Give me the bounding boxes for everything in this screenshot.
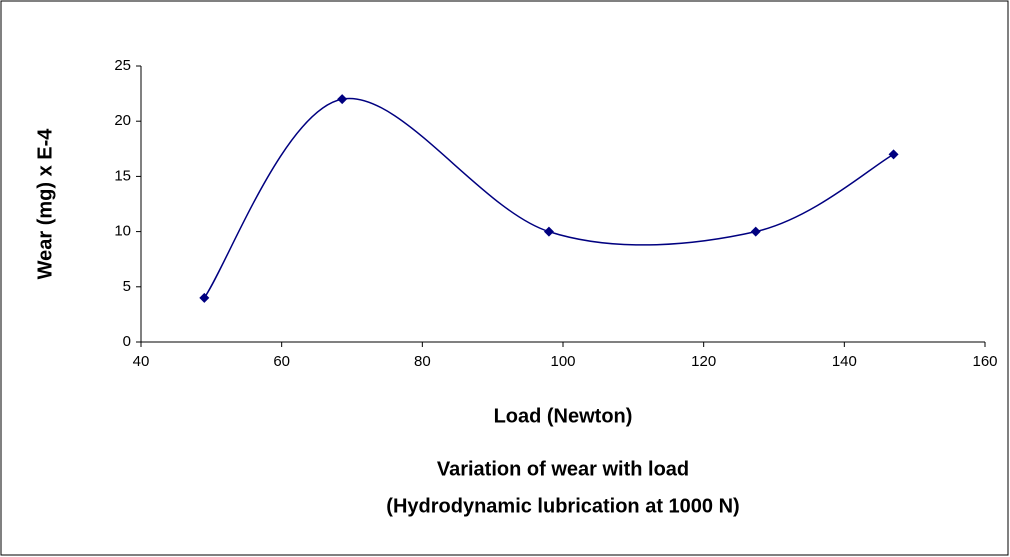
x-tick-label: 60 bbox=[273, 353, 290, 370]
y-axis-label: Wear (mg) x E-4 bbox=[34, 128, 56, 280]
marker bbox=[337, 94, 348, 105]
marker bbox=[543, 226, 554, 237]
series-line bbox=[203, 97, 894, 299]
y-tick-label: 15 bbox=[114, 167, 131, 184]
marker bbox=[199, 292, 210, 303]
x-tick-label: 80 bbox=[414, 353, 431, 370]
x-tick-label: 140 bbox=[832, 353, 857, 370]
x-tick-label: 100 bbox=[550, 353, 575, 370]
marker bbox=[888, 149, 899, 160]
x-tick-label: 160 bbox=[972, 353, 997, 370]
chart-title: Variation of wear with load bbox=[437, 458, 689, 480]
marker bbox=[750, 226, 761, 237]
x-axis-label: Load (Newton) bbox=[494, 405, 633, 427]
y-tick-label: 25 bbox=[114, 57, 131, 74]
y-tick-label: 20 bbox=[114, 112, 131, 129]
x-tick-label: 40 bbox=[133, 353, 150, 370]
y-tick-label: 0 bbox=[123, 333, 131, 350]
y-tick-label: 10 bbox=[114, 223, 131, 240]
chart-subtitle: (Hydrodynamic lubrication at 1000 N) bbox=[386, 495, 739, 517]
y-tick-label: 5 bbox=[123, 278, 131, 295]
x-tick-label: 120 bbox=[691, 353, 716, 370]
